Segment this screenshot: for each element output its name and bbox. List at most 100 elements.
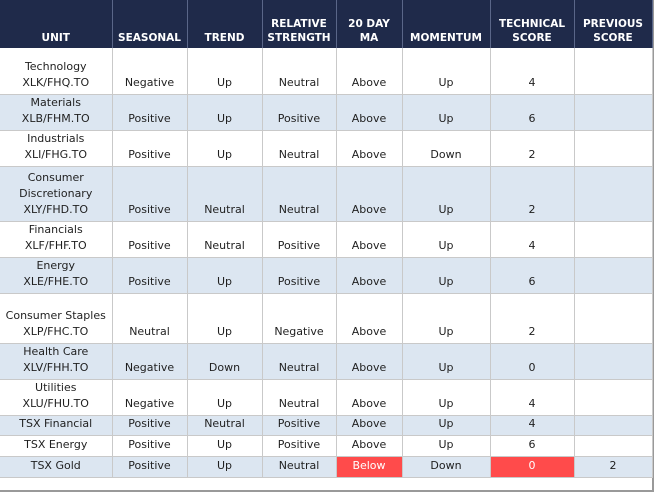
momentum-cell: Down	[402, 130, 491, 167]
unit-line: XLI/FHG.TO	[24, 147, 88, 161]
ma-20-day-cell: Above	[336, 48, 403, 95]
unit-line: Health Care	[23, 344, 89, 358]
technical-score-cell: 0	[490, 456, 575, 478]
momentum-cell: Up	[402, 94, 491, 131]
ma-20-day-cell: Above	[336, 257, 403, 294]
unit-line: XLY/FHD.TO	[23, 202, 89, 216]
technical-score-cell: 4	[490, 415, 575, 436]
ma-20-day-cell: Below	[336, 456, 403, 478]
unit-cell: TSX Gold	[0, 456, 113, 478]
relative-strength-cell: Neutral	[262, 166, 337, 222]
row: Consumer Discretionary XLY/FHD.TO Positive…	[0, 166, 653, 222]
previous-score-cell	[574, 415, 653, 436]
trend-cell: Up	[187, 48, 263, 95]
unit-cell: Consumer Discretionary XLY/FHD.TO	[0, 166, 113, 222]
technical-score-cell: 6	[490, 257, 575, 294]
unit-line: TSX Financial	[19, 416, 93, 430]
seasonal-cell: Positive	[112, 257, 188, 294]
momentum-cell: Up	[402, 257, 491, 294]
relative-strength-cell: Negative	[262, 293, 337, 344]
relative-strength-cell: Positive	[262, 257, 337, 294]
row: Utilities XLU/FHU.TO Negative Up Neutral Abov…	[0, 379, 653, 416]
unit-line: XLU/FHU.TO	[22, 396, 89, 410]
seasonal-cell: Positive	[112, 166, 188, 222]
seasonal-cell: Positive	[112, 221, 188, 258]
unit-cell: Utilities XLU/FHU.TO	[0, 379, 113, 416]
momentum-cell: Up	[402, 379, 491, 416]
header-cell: 20 DAY MA	[336, 0, 403, 48]
technical-score-cell: 2	[490, 293, 575, 344]
row: TSX Gold Positive Up Neutral Below Down 0 2	[0, 456, 653, 478]
unit-line: Utilities	[35, 380, 77, 394]
seasonal-cell: Positive	[112, 94, 188, 131]
unit-cell: Consumer Staples XLP/FHC.TO	[0, 293, 113, 344]
trend-cell: Neutral	[187, 221, 263, 258]
trend-cell: Up	[187, 293, 263, 344]
previous-score-cell	[574, 48, 653, 95]
unit-line: TSX Gold	[30, 458, 81, 472]
header-cell: MOMENTUM	[402, 0, 491, 48]
unit-line: XLE/FHE.TO	[23, 274, 89, 288]
row: Health Care XLV/FHH.TO Negative Down Neutral…	[0, 343, 653, 380]
relative-strength-cell: Neutral	[262, 48, 337, 95]
ma-20-day-cell: Above	[336, 415, 403, 436]
unit-line: XLV/FHH.TO	[23, 360, 89, 374]
unit-line: Technology	[24, 59, 87, 73]
technical-score-cell: 6	[490, 94, 575, 131]
seasonal-cell: Positive	[112, 415, 188, 436]
technical-score-cell: 4	[490, 221, 575, 258]
seasonal-cell: Positive	[112, 435, 188, 457]
table-body: Technology XLK/FHQ.TO Negative Up Neutral Abo…	[0, 48, 653, 478]
technical-score-cell: 2	[490, 166, 575, 222]
row: TSX Energy Positive Up Positive Above Up 6	[0, 435, 653, 457]
seasonal-cell: Positive	[112, 130, 188, 167]
technical-score-cell: 6	[490, 435, 575, 457]
trend-cell: Neutral	[187, 415, 263, 436]
unit-cell: Materials XLB/FHM.TO	[0, 94, 113, 131]
unit-line: Financials	[28, 222, 83, 236]
trend-cell: Down	[187, 343, 263, 380]
relative-strength-cell: Positive	[262, 435, 337, 457]
trend-cell: Neutral	[187, 166, 263, 222]
header-cell: TECHNICAL SCORE	[490, 0, 575, 48]
seasonal-cell: Negative	[112, 48, 188, 95]
previous-score-cell	[574, 166, 653, 222]
row: Financials XLF/FHF.TO Positive Neutral Posit…	[0, 221, 653, 258]
previous-score-cell	[574, 257, 653, 294]
previous-score-cell	[574, 343, 653, 380]
momentum-cell: Up	[402, 166, 491, 222]
seasonal-cell: Neutral	[112, 293, 188, 344]
row: Consumer Staples XLP/FHC.TO Neutral Up Negat…	[0, 293, 653, 344]
unit-line: TSX Energy	[24, 437, 88, 451]
header-row: UNIT SEASONAL TREND RELATIVE STRENGTH 20 DAY…	[0, 0, 653, 48]
trend-cell: Up	[187, 257, 263, 294]
seasonal-cell: Positive	[112, 456, 188, 478]
unit-line: Industrials	[27, 131, 85, 145]
unit-line: Consumer Discretionary	[19, 170, 93, 200]
unit-cell: TSX Energy	[0, 435, 113, 457]
ma-20-day-cell: Above	[336, 343, 403, 380]
momentum-cell: Up	[402, 293, 491, 344]
unit-line: Consumer Staples	[5, 308, 106, 322]
unit-line: XLF/FHF.TO	[24, 238, 87, 252]
unit-cell: TSX Financial	[0, 415, 113, 436]
ma-20-day-cell: Above	[336, 435, 403, 457]
momentum-cell: Up	[402, 48, 491, 95]
ma-20-day-cell: Above	[336, 221, 403, 258]
trend-cell: Up	[187, 94, 263, 131]
previous-score-cell	[574, 379, 653, 416]
trend-cell: Up	[187, 456, 263, 478]
row: Industrials XLI/FHG.TO Positive Up Neutral Ab…	[0, 130, 653, 167]
momentum-cell: Up	[402, 435, 491, 457]
header-cell: RELATIVE STRENGTH	[262, 0, 337, 48]
trend-cell: Up	[187, 130, 263, 167]
momentum-cell: Up	[402, 221, 491, 258]
unit-cell: Technology XLK/FHQ.TO	[0, 48, 113, 95]
unit-cell: Energy XLE/FHE.TO	[0, 257, 113, 294]
seasonal-cell: Negative	[112, 379, 188, 416]
header-cell: PREVIOUS SCORE	[574, 0, 653, 48]
ma-20-day-cell: Above	[336, 166, 403, 222]
technical-score-cell: 4	[490, 48, 575, 95]
technical-score-cell: 0	[490, 343, 575, 380]
